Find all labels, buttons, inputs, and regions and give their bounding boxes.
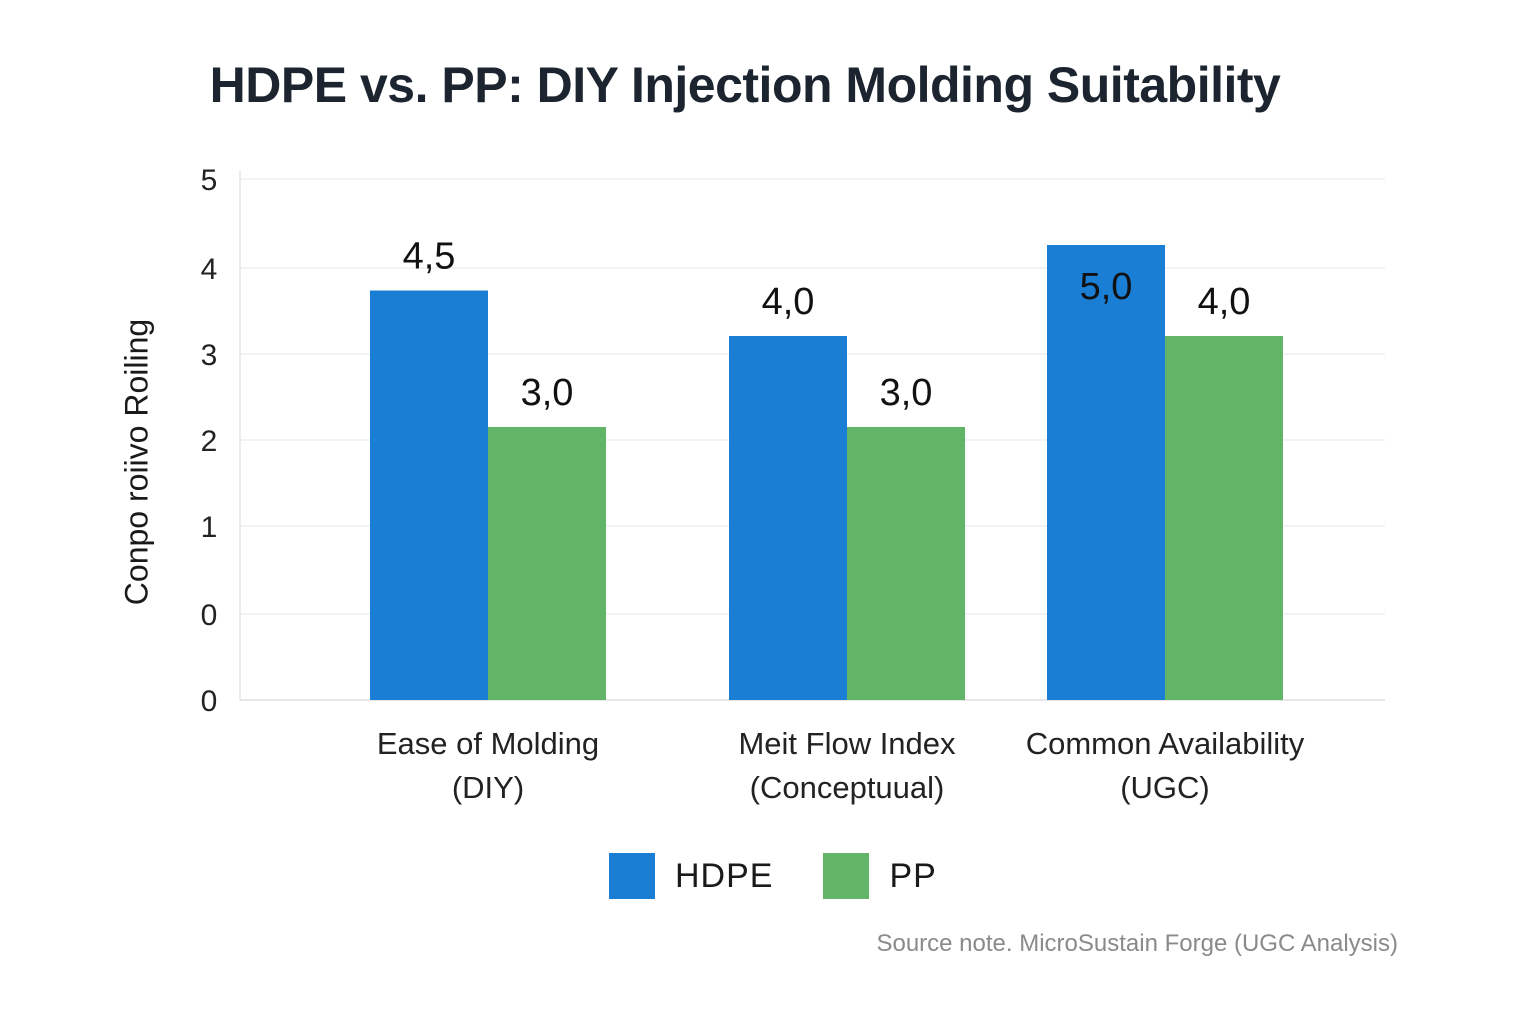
chart-title: HDPE vs. PP: DIY Injection Molding Suita…: [209, 57, 1281, 113]
y-tick-label: 4: [201, 253, 218, 286]
data-label: 4,0: [762, 281, 815, 323]
y-tick-label: 1: [201, 511, 218, 544]
data-label: 5,0: [1080, 266, 1133, 308]
y-tick-label: 2: [201, 425, 218, 458]
bar-hdpe: [1047, 245, 1165, 700]
data-label: 4,5: [403, 236, 456, 278]
legend-swatch-hdpe: [609, 853, 655, 899]
x-tick-label: (Conceptuual): [750, 770, 945, 805]
bar-pp: [488, 427, 606, 700]
legend-label-pp: PP: [889, 856, 937, 895]
y-tick-label: 3: [201, 339, 218, 372]
data-label: 3,0: [880, 372, 933, 414]
data-label: 3,0: [521, 372, 574, 414]
y-tick-label: 0: [201, 599, 218, 632]
bar-pp: [1165, 336, 1283, 700]
bar-pp: [847, 427, 965, 700]
x-tick-label: Meit Flow Index: [738, 726, 956, 761]
y-tick-label: 5: [201, 164, 218, 197]
legend: HDPE PP: [609, 853, 987, 899]
bar-hdpe: [729, 336, 847, 700]
legend-item-hdpe: HDPE: [609, 853, 773, 899]
bar-hdpe: [370, 290, 488, 700]
x-tick-label: Ease of Molding: [377, 726, 599, 761]
x-tick-label: (DIY): [452, 770, 524, 805]
legend-item-pp: PP: [823, 853, 936, 899]
y-tick-label: 0: [201, 685, 218, 718]
legend-label-hdpe: HDPE: [675, 856, 774, 895]
x-tick-label: (UGC): [1120, 770, 1210, 805]
source-note: Source note. MicroSustain Forge (UGC Ana…: [876, 930, 1398, 957]
legend-swatch-pp: [823, 853, 870, 899]
x-tick-label: Common Availability: [1026, 726, 1305, 761]
data-label: 4,0: [1198, 281, 1251, 323]
